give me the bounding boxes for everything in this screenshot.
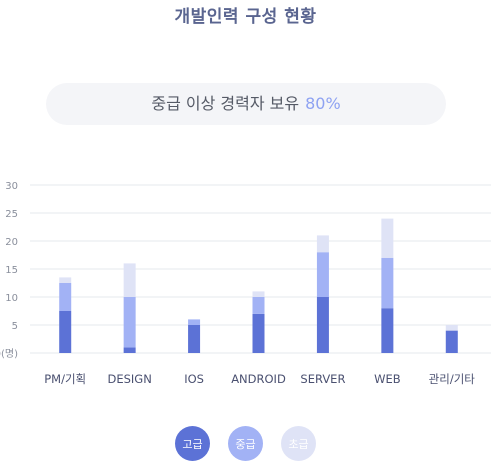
stacked-bar-chart: 0(명) 5 10 15 20 25 30 PM/기획 DESIGN IOS ANDROID SERV… xyxy=(0,181,491,386)
x-category-label: DESIGN xyxy=(107,372,151,386)
bar-segment-junior xyxy=(381,218,394,258)
summary-pill: 중급 이상 경력자 보유 80% xyxy=(46,83,446,125)
summary-label: 중급 이상 경력자 보유 xyxy=(151,94,300,113)
legend-item-mid[interactable]: 중급 xyxy=(228,426,263,461)
bar-segment-junior xyxy=(123,263,136,297)
bar-segment-mid xyxy=(381,257,394,309)
bar-segment-junior xyxy=(316,235,329,253)
legend-item-junior[interactable]: 초급 xyxy=(281,426,316,461)
y-tick-label: 5 xyxy=(12,321,18,332)
bar-segment-senior xyxy=(188,325,201,353)
bar-segment-senior xyxy=(123,347,136,353)
y-tick-label: 0(명) xyxy=(0,348,18,360)
bar-segment-mid xyxy=(252,297,265,314)
bar-segment-junior xyxy=(252,291,265,297)
bar-segment-senior xyxy=(381,308,394,353)
legend: 고급 중급 초급 xyxy=(0,426,491,462)
x-category-label: 관리/기타 xyxy=(429,372,476,386)
chart-title: 개발인력 구성 현황 xyxy=(174,7,317,27)
x-category-label: PM/기획 xyxy=(44,372,86,386)
bar-segment-mid xyxy=(188,319,201,325)
summary-value: 80% xyxy=(305,94,341,113)
x-category-label: WEB xyxy=(374,372,401,386)
y-tick-label: 30 xyxy=(5,181,18,192)
bar-segment-mid xyxy=(123,297,136,348)
y-tick-label: 20 xyxy=(5,237,18,248)
bar-segment-senior xyxy=(316,297,329,353)
x-category-label: SERVER xyxy=(300,372,345,386)
y-tick-label: 15 xyxy=(5,265,18,276)
x-category-label: IOS xyxy=(184,372,204,386)
x-category-label: ANDROID xyxy=(231,372,286,386)
bar-segment-mid xyxy=(316,252,329,297)
bar-segment-senior xyxy=(445,330,458,353)
bar-segment-senior xyxy=(252,313,265,353)
bar-segment-mid xyxy=(59,283,72,311)
y-tick-label: 10 xyxy=(5,293,18,304)
bar-segment-senior xyxy=(59,311,72,353)
bar-segment-junior xyxy=(59,277,72,283)
bar-segment-junior xyxy=(445,325,458,331)
y-tick-label: 25 xyxy=(5,209,18,220)
legend-item-senior[interactable]: 고급 xyxy=(175,426,210,461)
